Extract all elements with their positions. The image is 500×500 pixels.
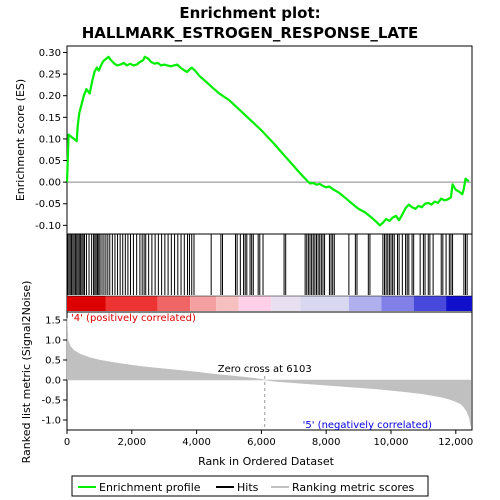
rank-heatmap-bar <box>67 295 472 311</box>
zero-cross-label: Zero cross at 6103 <box>218 364 312 375</box>
x-tick-label: 0 <box>64 437 70 448</box>
legend-label-hits: Hits <box>237 481 259 494</box>
x-tick-label: 10,000 <box>374 437 409 448</box>
heatmap-segment <box>157 296 191 311</box>
es-y-tick-label: 0.20 <box>39 91 61 102</box>
es-y-tick-label: 0.25 <box>39 70 61 81</box>
legend-label-metric: Ranking metric scores <box>292 481 414 494</box>
legend-frame <box>71 475 429 497</box>
es-y-tick-label: 0.15 <box>39 113 61 124</box>
heatmap-segment <box>67 296 106 311</box>
es-y-tick-label: 0.30 <box>39 48 61 59</box>
metric-y-tick-label: -1.0 <box>41 416 61 427</box>
x-tick-label: 2,000 <box>117 437 146 448</box>
heatmap-segment <box>446 296 472 311</box>
x-ticks: 0 2,000 4,000 6,000 8,000 10,000 12,000 <box>64 430 473 448</box>
es-y-tick-label: 0.05 <box>39 156 61 167</box>
heatmap-segment <box>413 296 447 311</box>
hit-marks <box>67 234 468 295</box>
es-y-tick-label: 0.10 <box>39 134 61 145</box>
metric-y-axis-title: Ranked list metric (Signal2Noise) <box>20 281 33 464</box>
chart-subtitle: HALLMARK_ESTROGEN_RESPONSE_LATE <box>82 24 419 42</box>
x-tick-label: 8,000 <box>312 437 341 448</box>
heatmap-segment <box>216 296 239 311</box>
es-line <box>65 55 470 227</box>
x-tick-label: 6,000 <box>247 437 276 448</box>
es-line-group <box>65 55 470 227</box>
es-y-axis-title: Enrichment score (ES) <box>14 79 27 201</box>
es-y-tick-label: 0.00 <box>39 178 61 189</box>
metric-y-tick-label: 1.5 <box>45 316 61 327</box>
metric-y-tick-label: 0.0 <box>45 376 61 387</box>
metric-y-tick-label: -0.5 <box>41 396 61 407</box>
heatmap-segment <box>348 296 382 311</box>
positive-correlation-label: '4' (positively correlated) <box>71 313 196 324</box>
negative-correlation-label: '5' (negatively correlated) <box>303 420 432 431</box>
metric-y-ticks: -1.0 -0.5 0.0 0.5 1.0 1.5 <box>41 316 67 427</box>
metric-area-group <box>66 317 471 427</box>
heatmap-segment <box>381 296 414 311</box>
chart-title: Enrichment plot: <box>179 4 320 22</box>
es-y-tick-label: -0.10 <box>35 221 61 232</box>
metric-area <box>66 317 471 427</box>
x-tick-label: 12,000 <box>438 437 473 448</box>
metric-y-tick-label: 1.0 <box>45 336 61 347</box>
heatmap-segment <box>238 296 272 311</box>
heatmap-segment <box>300 296 349 311</box>
es-y-ticks: -0.10 -0.05 0.00 0.05 0.10 0.15 0.20 0.25 0.30 <box>35 48 67 232</box>
x-tick-label: 4,000 <box>182 437 211 448</box>
heatmap-segment <box>190 296 217 311</box>
legend: Enrichment profile Hits Ranking metric s… <box>71 475 429 497</box>
heatmap-segment <box>105 296 158 311</box>
es-y-tick-label: -0.05 <box>35 199 61 210</box>
heatmap-segment <box>271 296 301 311</box>
x-axis-title: Rank in Ordered Dataset <box>198 455 335 468</box>
metric-y-tick-label: 0.5 <box>45 356 61 367</box>
legend-label-enrichment: Enrichment profile <box>99 481 201 494</box>
